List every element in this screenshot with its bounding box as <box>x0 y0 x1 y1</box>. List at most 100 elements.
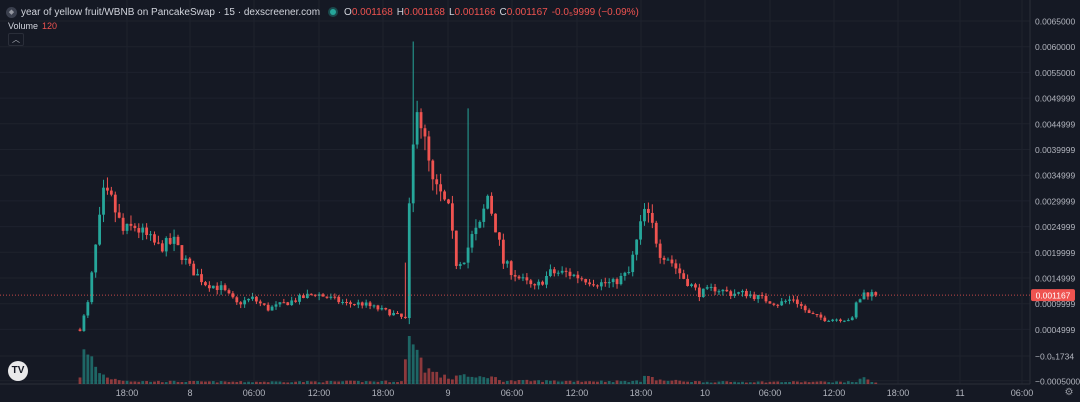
tradingview-logo[interactable]: TV <box>8 361 28 381</box>
candle-body <box>447 199 450 204</box>
ohlc-high: H0.001168 <box>396 6 445 18</box>
chevron-up-icon[interactable]: ︿ <box>8 33 24 46</box>
volume-bar <box>850 381 854 384</box>
candle-body <box>157 242 160 244</box>
volume-bar <box>854 382 858 384</box>
volume-bar <box>125 380 129 384</box>
volume-bar <box>145 381 149 384</box>
candle-body <box>462 262 466 265</box>
candle-body <box>705 287 709 289</box>
candle-body <box>196 274 199 276</box>
volume-bar <box>635 380 639 384</box>
candle-body <box>125 223 129 231</box>
volume-bar <box>290 382 294 384</box>
volume-bar <box>768 381 772 384</box>
candle-body <box>709 286 713 288</box>
last-price-badge <box>1031 289 1075 302</box>
candle-body <box>478 221 482 228</box>
volume-bar <box>90 356 94 384</box>
volume-bar <box>623 380 627 384</box>
price-tick-label: −0.0₅1734 <box>1035 352 1074 362</box>
volume-bar <box>388 382 392 384</box>
time-tick-label: 8 <box>187 388 192 398</box>
volume-bar <box>98 373 101 384</box>
candle-body <box>772 303 776 305</box>
volume-bar <box>858 378 862 384</box>
volume-bar <box>650 376 654 384</box>
volume-bar <box>235 381 239 384</box>
candle-body <box>568 271 572 276</box>
time-tick-label: 06:00 <box>759 388 782 398</box>
candle-body <box>654 222 658 244</box>
candle-body <box>219 285 223 291</box>
candle-body <box>490 195 493 214</box>
volume-bar <box>764 382 768 384</box>
volume-bar <box>423 372 427 384</box>
candle-body <box>215 285 219 291</box>
candle-body <box>231 293 235 298</box>
volume-bar <box>678 380 682 384</box>
candle-body <box>396 313 399 315</box>
volume-bar <box>690 381 693 384</box>
volume-bar <box>286 382 290 384</box>
candle-body <box>337 296 341 303</box>
volume-legend[interactable]: Volume 120 <box>8 21 58 31</box>
volume-bar <box>682 381 686 384</box>
candle-body <box>725 289 729 292</box>
candle-body <box>466 247 470 263</box>
candle-body <box>737 292 740 294</box>
volume-bar <box>866 379 870 384</box>
volume-bar <box>447 378 450 384</box>
token-icon[interactable]: ◆ <box>6 6 17 18</box>
candle-body <box>607 282 611 284</box>
volume-bar <box>729 381 733 384</box>
volume-bar <box>846 381 850 384</box>
candle-body <box>599 282 603 287</box>
volume-bar <box>282 382 286 384</box>
symbol-title[interactable]: year of yellow fruit/WBNB on PancakeSwap… <box>21 6 321 18</box>
last-price-label: 0.001167 <box>1036 291 1071 301</box>
price-tick-label: 0.0004999 <box>1035 325 1075 335</box>
candle-body <box>592 284 595 286</box>
volume-bar <box>431 371 435 384</box>
volume-bar <box>756 381 760 384</box>
candle-body <box>392 313 395 316</box>
candle-body <box>584 279 588 283</box>
ohlc-open: O0.001168 <box>344 6 393 18</box>
candle-body <box>262 303 266 305</box>
candle-body <box>752 294 756 300</box>
volume-bar <box>537 380 541 384</box>
candle-body <box>533 284 537 286</box>
volume-bar <box>501 381 505 384</box>
candle-body <box>470 234 474 248</box>
volume-bar <box>141 381 145 384</box>
candle-body <box>349 302 352 305</box>
volume-bar <box>525 379 529 384</box>
volume-bar <box>407 336 411 384</box>
volume-bar <box>619 381 623 384</box>
volume-bar <box>498 380 501 384</box>
candle-body <box>537 281 541 286</box>
candle-body <box>827 320 831 322</box>
candle-body <box>141 227 145 233</box>
candle-body <box>302 295 305 298</box>
volume-bar <box>251 382 254 384</box>
volume-bar <box>82 349 86 384</box>
candle-body <box>129 223 133 226</box>
volume-bar <box>795 381 799 384</box>
candle-body <box>360 302 364 306</box>
price-tick-label: 0.0039999 <box>1035 145 1075 155</box>
volume-bar <box>321 382 325 384</box>
volume-bar <box>372 381 376 384</box>
gear-icon[interactable]: ⚙ <box>1064 387 1074 398</box>
candle-body <box>803 305 807 311</box>
candle-body <box>603 282 607 284</box>
candle-body <box>635 239 639 255</box>
time-tick-label: 06:00 <box>1011 388 1034 398</box>
volume-bar <box>670 380 674 384</box>
price-tick-label: 0.0024999 <box>1035 222 1075 232</box>
candle-body <box>733 293 737 296</box>
candle-body <box>380 307 384 310</box>
volume-bar <box>482 377 486 384</box>
